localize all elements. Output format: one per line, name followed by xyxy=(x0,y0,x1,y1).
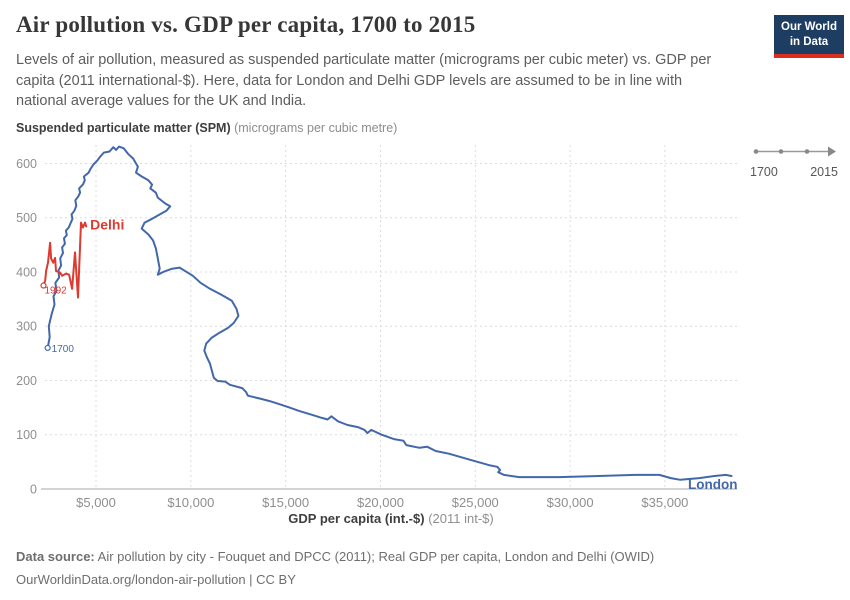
x-axis-title-note: (2011 int-$) xyxy=(428,511,494,526)
x-tick-label: $25,000 xyxy=(452,495,499,510)
x-tick-label: $5,000 xyxy=(76,495,116,510)
chart-footer: Data source: Air pollution by city - Fou… xyxy=(16,545,654,591)
timeline-slider-icon[interactable] xyxy=(750,144,838,159)
y-tick-label: 400 xyxy=(16,265,37,279)
page-title: Air pollution vs. GDP per capita, 1700 t… xyxy=(16,12,476,37)
footer-source-label: Data source: xyxy=(16,549,95,564)
y-axis-title: Suspended particulate matter (SPM) (micr… xyxy=(16,121,397,135)
y-tick-label: 300 xyxy=(16,320,37,334)
series-line-london[interactable] xyxy=(46,145,733,481)
x-axis-title: GDP per capita (int.-$) (2011 int-$) xyxy=(45,511,737,526)
timeline-start-year: 1700 xyxy=(750,165,778,179)
x-tick-label: $30,000 xyxy=(547,495,594,510)
y-axis-title-note: (micrograms per cubic metre) xyxy=(234,121,398,135)
connected-scatterplot[interactable]: $5,000 $10,000 $15,000 $20,000 $25,000 $30,00… xyxy=(0,0,850,540)
y-tick-label: 100 xyxy=(16,428,37,442)
y-tick-label: 500 xyxy=(16,211,37,225)
page-subtitle: Levels of air pollution, measured as sus… xyxy=(16,52,712,110)
owid-logo-line1: Our World xyxy=(781,21,838,33)
start-point-marker-delhi xyxy=(40,282,47,289)
series-label-london: London xyxy=(688,477,737,492)
y-tick-label: 200 xyxy=(16,374,37,388)
start-point-marker-london xyxy=(44,344,51,352)
footer-link[interactable]: OurWorldinData.org/london-air-pollution … xyxy=(16,572,296,588)
timeline-handle-start[interactable] xyxy=(753,149,759,154)
timeline-handle-end[interactable] xyxy=(804,149,810,154)
timeline-control[interactable]: 1700 2015 xyxy=(750,144,838,179)
timeline-handle-mid[interactable] xyxy=(778,149,784,154)
footer-source-text: Air pollution by city - Fouquet and DPCC… xyxy=(94,549,655,564)
x-tick-label: $10,000 xyxy=(167,495,214,510)
x-axis-title-main: GDP per capita (int.-$) xyxy=(288,511,425,526)
start-year-label-london: 1700 xyxy=(52,344,75,355)
footer-source-line: Data source: Air pollution by city - Fou… xyxy=(16,545,654,568)
y-axis-title-main: Suspended particulate matter (SPM) xyxy=(16,121,231,135)
x-tick-label: $20,000 xyxy=(357,495,404,510)
x-tick-label: $15,000 xyxy=(262,495,309,510)
y-tick-label: 600 xyxy=(16,157,37,171)
x-tick-label: $35,000 xyxy=(641,495,688,510)
play-arrow-icon[interactable] xyxy=(828,146,836,157)
start-year-label-delhi: 1992 xyxy=(44,286,67,297)
owid-logo-line2: in Data xyxy=(789,35,829,48)
timeline-end-year: 2015 xyxy=(810,165,838,179)
series-line-delhi[interactable] xyxy=(42,221,88,299)
owid-logo[interactable]: Our World in Data xyxy=(774,15,845,58)
series-label-delhi: Delhi xyxy=(90,216,124,232)
y-tick-label: 0 xyxy=(30,483,37,497)
timeline-years: 1700 2015 xyxy=(750,165,838,179)
